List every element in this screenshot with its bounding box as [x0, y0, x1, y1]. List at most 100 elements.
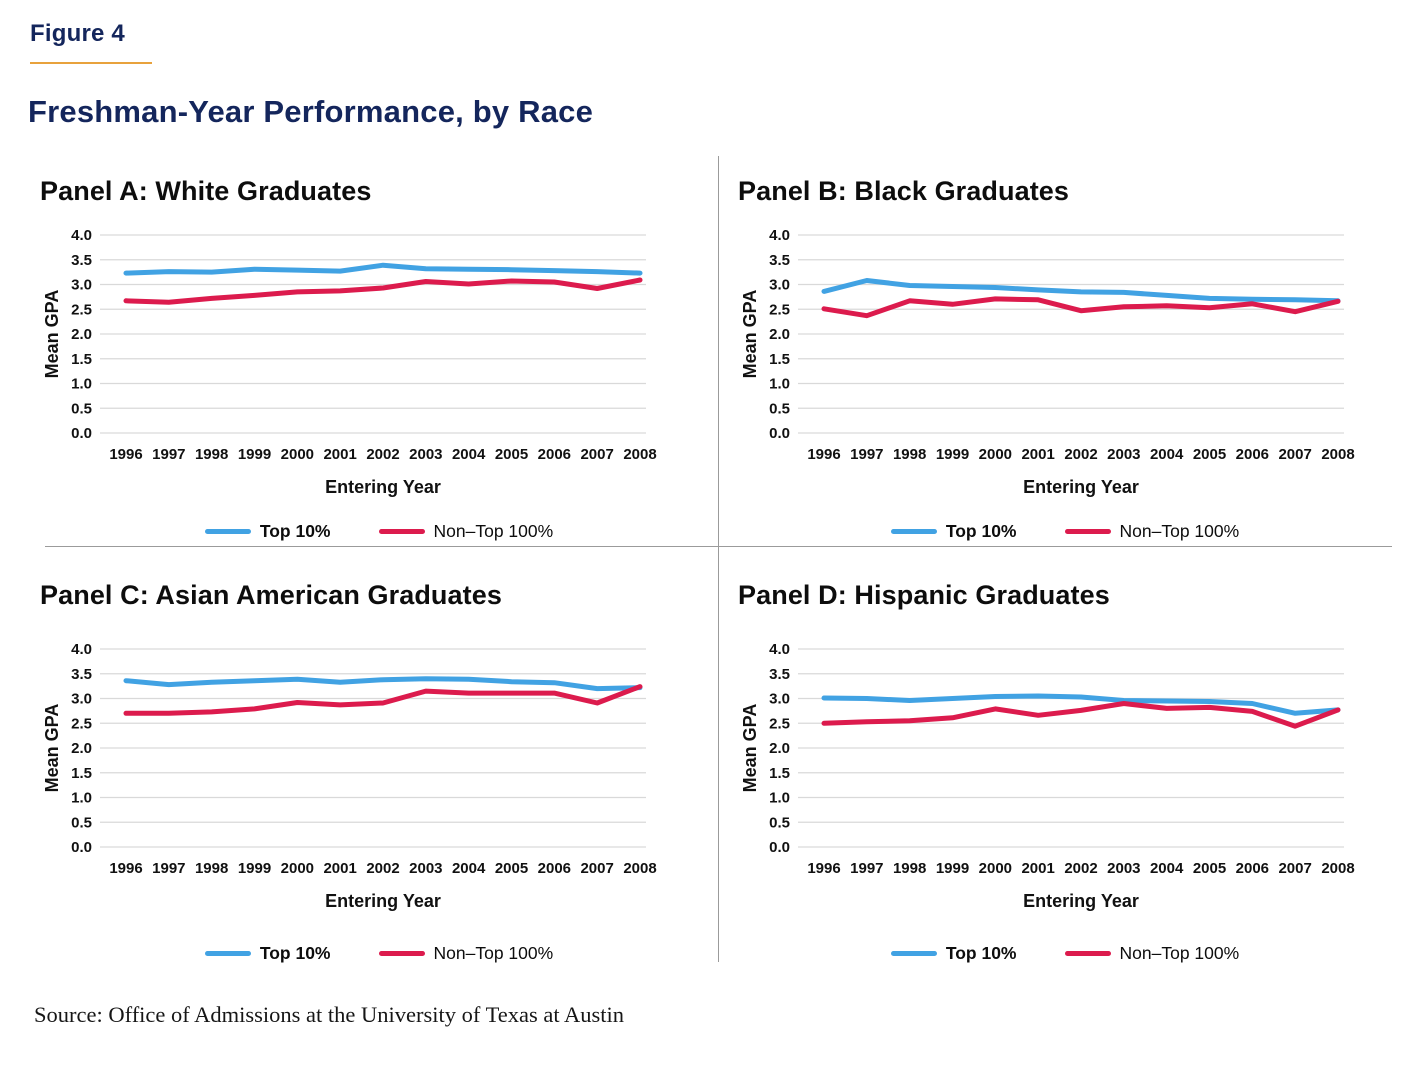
series-line-nontop: [123, 277, 643, 305]
x-tick-label: 2005: [1193, 860, 1226, 877]
gold-underline-rule: [30, 62, 152, 64]
nontop-line-swatch-icon: [1064, 529, 1111, 534]
y-tick-label: 0.0: [769, 839, 790, 856]
y-tick-label: 0.5: [769, 814, 790, 831]
x-tick-label: 2003: [409, 446, 442, 463]
x-tick-label: 2002: [1064, 860, 1097, 877]
y-tick-label: 3.5: [71, 252, 92, 269]
x-tick-label: 1999: [238, 860, 271, 877]
x-tick-label: 2007: [580, 860, 613, 877]
panel-a-title: Panel A: White Graduates: [40, 176, 372, 206]
x-tick-label: 1997: [152, 860, 185, 877]
x-tick-label: 2002: [366, 446, 399, 463]
x-tick-label: 2007: [580, 446, 613, 463]
x-tick-label: 2001: [1021, 860, 1054, 877]
top10-line-swatch-icon: [890, 529, 937, 534]
figure-label: Figure 4: [30, 20, 125, 47]
panel-c-title: Panel C: Asian American Graduates: [40, 580, 502, 610]
panel-c: Panel C: Asian American Graduates 0.0 0.5…: [0, 546, 718, 966]
y-tick-label: 0.0: [71, 425, 92, 442]
series-line-nontop: [123, 684, 643, 716]
x-tick-label: 2000: [281, 446, 314, 463]
panel-d-chart-box: 0.0 0.5 1.0 1.5 2.0 2.5 3.0 3.5 4.0 1996 1997 1998 1…: [738, 635, 1392, 927]
x-tick-label: 2002: [1064, 446, 1097, 463]
panel-c-chart: 0.0 0.5 1.0 1.5 2.0 2.5 3.0 3.5 4.0 1996 1997 1998 1…: [42, 641, 657, 911]
top10-line-swatch-icon: [204, 951, 251, 956]
x-tick-label: 2004: [452, 860, 486, 877]
y-axis-label: Mean GPA: [740, 704, 760, 793]
x-tick-label: 1999: [936, 446, 969, 463]
y-tick-label: 4.0: [769, 641, 790, 658]
y-tick-label: 2.0: [71, 740, 92, 757]
panel-d-title: Panel D: Hispanic Graduates: [738, 580, 1110, 610]
x-tick-label: 2004: [1150, 860, 1184, 877]
legend-label-nontop: Non–Top 100%: [433, 521, 554, 541]
x-tick-label: 1998: [893, 860, 926, 877]
panel-c-legend: Top 10% Non–Top 100%: [40, 943, 718, 964]
y-tick-label: 1.5: [769, 765, 790, 782]
y-tick-label: 2.5: [71, 715, 92, 732]
x-axis-label: Entering Year: [325, 477, 441, 497]
x-tick-label: 1996: [807, 860, 840, 877]
y-tick-label: 1.5: [71, 765, 92, 782]
x-tick-label: 2005: [1193, 446, 1226, 463]
x-tick-label: 1998: [893, 446, 926, 463]
panel-a-chart: 0.0 0.5 1.0 1.5 2.0 2.5 3.0 3.5 4.0 1996 1997 1998 1…: [42, 227, 657, 497]
x-tick-label: 1997: [152, 446, 185, 463]
y-tick-label: 2.0: [769, 740, 790, 757]
y-tick-label: 1.5: [71, 351, 92, 368]
x-tick-label: 2001: [323, 446, 356, 463]
x-tick-label: 2005: [495, 860, 528, 877]
legend-item-top10: Top 10%: [204, 521, 331, 542]
x-tick-label: 2005: [495, 446, 528, 463]
x-tick-label: 1999: [936, 860, 969, 877]
x-tick-label: 2006: [538, 860, 571, 877]
x-tick-label: 2003: [1107, 860, 1140, 877]
legend-item-nontop: Non–Top 100%: [1064, 943, 1240, 964]
y-tick-label: 0.5: [71, 814, 92, 831]
source-note: Source: Office of Admissions at the Univ…: [34, 1002, 625, 1027]
x-tick-label: 2007: [1278, 860, 1311, 877]
y-axis-label: Mean GPA: [42, 290, 62, 379]
x-tick-label: 1999: [238, 446, 271, 463]
x-tick-label: 1997: [850, 446, 883, 463]
y-axis-label: Mean GPA: [740, 290, 760, 379]
x-tick-label: 2001: [1021, 446, 1054, 463]
legend-label-nontop: Non–Top 100%: [1119, 943, 1240, 963]
x-axis-label: Entering Year: [1023, 891, 1139, 911]
y-tick-label: 3.0: [769, 691, 790, 708]
x-axis-label: Entering Year: [1023, 477, 1139, 497]
x-axis-label: Entering Year: [325, 891, 441, 911]
x-tick-label: 1998: [195, 446, 228, 463]
x-tick-label: 2006: [538, 446, 571, 463]
y-tick-label: 1.0: [71, 376, 92, 393]
y-tick-label: 0.0: [769, 425, 790, 442]
y-tick-label: 2.0: [769, 326, 790, 343]
y-tick-label: 2.5: [769, 715, 790, 732]
top10-line-swatch-icon: [890, 951, 937, 956]
y-tick-label: 3.5: [769, 666, 790, 683]
y-axis-label: Mean GPA: [42, 704, 62, 793]
panel-a-chart-box: 0.0 0.5 1.0 1.5 2.0 2.5 3.0 3.5 4.0 1996 1997 1998 1…: [40, 221, 718, 513]
legend-label-top10: Top 10%: [259, 521, 331, 541]
panel-d-legend: Top 10% Non–Top 100%: [738, 943, 1392, 964]
x-tick-label: 1996: [109, 860, 142, 877]
series-line-top10: [821, 693, 1341, 716]
series-line-nontop: [821, 701, 1341, 729]
series-line-top10: [123, 676, 643, 692]
y-tick-label: 1.5: [769, 351, 790, 368]
x-tick-label: 2002: [366, 860, 399, 877]
figure-title: Freshman-Year Performance, by Race: [28, 94, 594, 129]
y-tick-label: 3.5: [769, 252, 790, 269]
legend-item-nontop: Non–Top 100%: [378, 521, 554, 542]
x-tick-label: 2008: [623, 860, 656, 877]
series-line-top10: [821, 278, 1341, 304]
y-tick-label: 1.0: [769, 790, 790, 807]
vertical-divider: [718, 156, 719, 962]
x-tick-label: 2003: [409, 860, 442, 877]
series-line-nontop: [821, 296, 1341, 319]
x-tick-label: 2004: [1150, 446, 1184, 463]
y-tick-label: 0.5: [71, 400, 92, 417]
panel-b-chart: 0.0 0.5 1.0 1.5 2.0 2.5 3.0 3.5 4.0 1996 1997 1998 1…: [740, 227, 1355, 497]
x-tick-label: 1996: [807, 446, 840, 463]
